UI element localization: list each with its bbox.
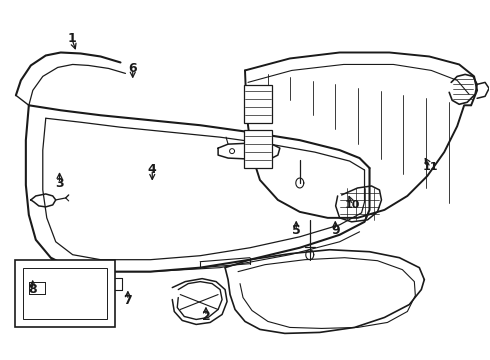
- Text: 4: 4: [148, 163, 157, 176]
- Bar: [15, 260, 115, 328]
- Text: 10: 10: [344, 200, 360, 210]
- Text: 1: 1: [67, 32, 76, 45]
- Text: 9: 9: [331, 224, 340, 237]
- Text: 6: 6: [128, 62, 137, 75]
- Text: 5: 5: [292, 224, 301, 237]
- Bar: [23, 268, 106, 319]
- Text: 3: 3: [55, 177, 64, 190]
- Bar: [244, 85, 272, 123]
- Bar: [244, 130, 272, 168]
- Text: 11: 11: [423, 162, 438, 172]
- Text: 8: 8: [28, 283, 37, 296]
- Text: 2: 2: [201, 310, 210, 323]
- Text: 7: 7: [123, 294, 132, 307]
